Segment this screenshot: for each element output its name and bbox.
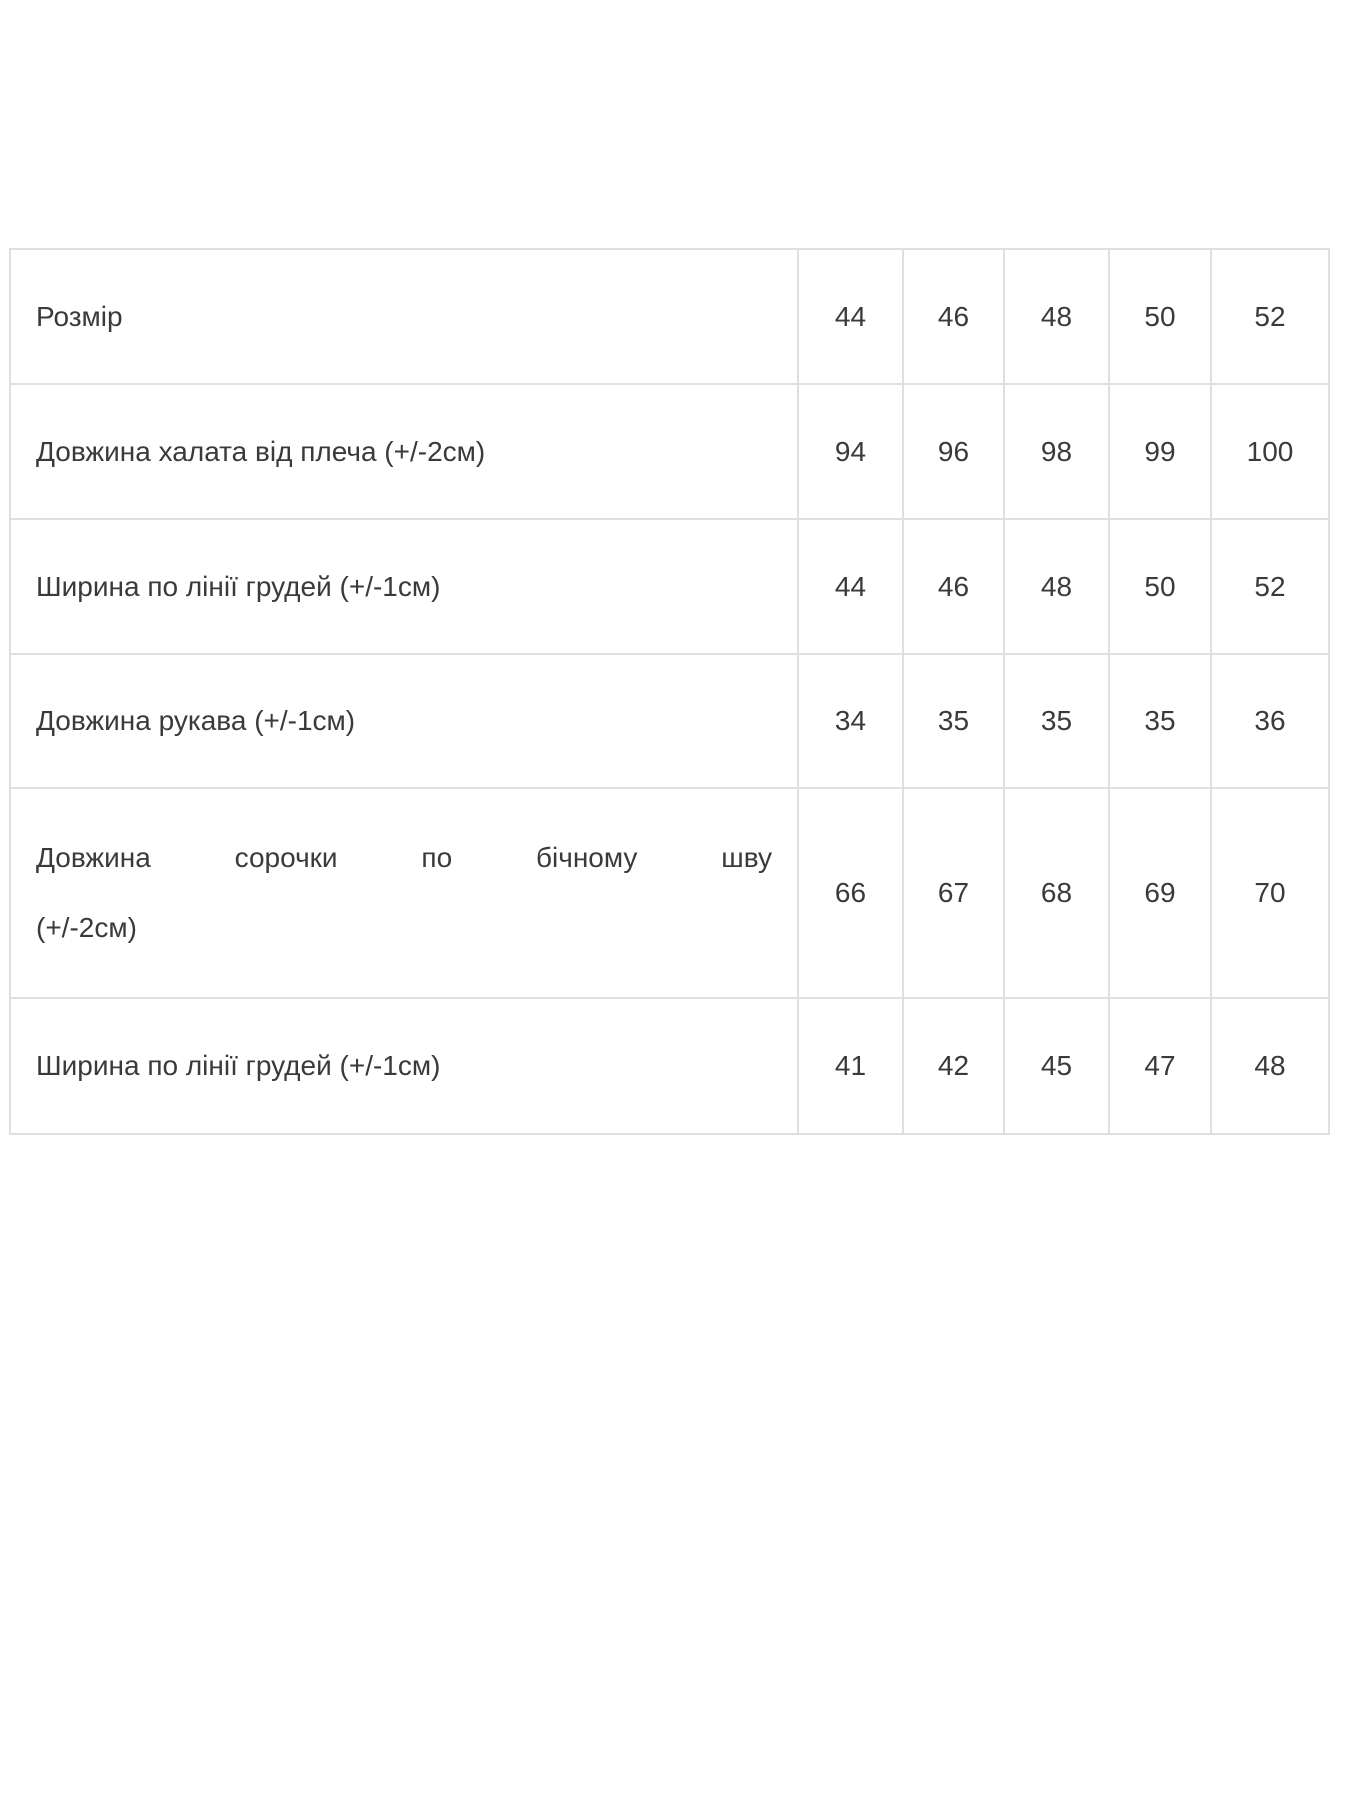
measure-value-cell: 69 [1108, 787, 1212, 999]
measure-value-cell: 66 [797, 787, 904, 999]
measure-value-cell: 98 [1003, 383, 1110, 520]
row-label-text: Ширина по лінії грудей (+/-1см) [36, 1050, 441, 1081]
table-row-sleeve-length: Довжина рукава (+/-1см) 34 35 35 35 36 [9, 653, 1330, 789]
table-row-shirt-length: Довжина сорочки по бічному шву (+/-2см) … [9, 787, 1330, 999]
measure-value-cell: 70 [1210, 787, 1330, 999]
row-label-text-line1: Довжина сорочки по бічному шву [36, 842, 772, 873]
size-value-cell: 48 [1003, 248, 1110, 385]
measure-value-cell: 46 [902, 518, 1005, 655]
row-label-text: Довжина халата від плеча (+/-2см) [36, 435, 486, 467]
row-label-text: Ширина по лінії грудей (+/-1см) [36, 570, 441, 602]
table-row-chest-width-2: Ширина по лінії грудей (+/-1см) 41 42 45… [9, 997, 1330, 1135]
measure-value-cell: 68 [1003, 787, 1110, 999]
measure-value-cell: 94 [797, 383, 904, 520]
measure-value-cell: 99 [1108, 383, 1212, 520]
measure-value-cell: 48 [1003, 518, 1110, 655]
measure-value-cell: 35 [1108, 653, 1212, 789]
measure-value-cell: 47 [1108, 997, 1212, 1135]
measure-value-cell: 100 [1210, 383, 1330, 520]
measure-value-cell: 52 [1210, 518, 1330, 655]
size-chart-table: Розмір 44 46 48 50 52 Довжина халата від… [9, 248, 1330, 1135]
row-label-cell: Довжина сорочки по бічному шву (+/-2см) [9, 787, 799, 999]
measure-value-cell: 35 [902, 653, 1005, 789]
row-label-text: Розмір [36, 300, 123, 332]
size-value-cell: 46 [902, 248, 1005, 385]
size-value-cell: 52 [1210, 248, 1330, 385]
row-label-text-line2: (+/-2см) [36, 912, 137, 943]
row-label-cell: Ширина по лінії грудей (+/-1см) [9, 997, 799, 1135]
row-label-cell: Довжина халата від плеча (+/-2см) [9, 383, 799, 520]
size-value-cell: 50 [1108, 248, 1212, 385]
measure-value-cell: 48 [1210, 997, 1330, 1135]
measure-value-cell: 50 [1108, 518, 1212, 655]
measure-value-cell: 96 [902, 383, 1005, 520]
measure-value-cell: 67 [902, 787, 1005, 999]
row-label-cell: Довжина рукава (+/-1см) [9, 653, 799, 789]
table-row-robe-length: Довжина халата від плеча (+/-2см) 94 96 … [9, 383, 1330, 520]
table-row-chest-width: Ширина по лінії грудей (+/-1см) 44 46 48… [9, 518, 1330, 655]
row-label-text: Довжина рукава (+/-1см) [36, 705, 356, 736]
measure-value-cell: 45 [1003, 997, 1110, 1135]
size-value-cell: 44 [797, 248, 904, 385]
measure-value-cell: 35 [1003, 653, 1110, 789]
row-label-cell: Розмір [9, 248, 799, 385]
row-label-cell: Ширина по лінії грудей (+/-1см) [9, 518, 799, 655]
measure-value-cell: 34 [797, 653, 904, 789]
table-row-size: Розмір 44 46 48 50 52 [9, 248, 1330, 385]
measure-value-cell: 42 [902, 997, 1005, 1135]
measure-value-cell: 44 [797, 518, 904, 655]
measure-value-cell: 41 [797, 997, 904, 1135]
measure-value-cell: 36 [1210, 653, 1330, 789]
